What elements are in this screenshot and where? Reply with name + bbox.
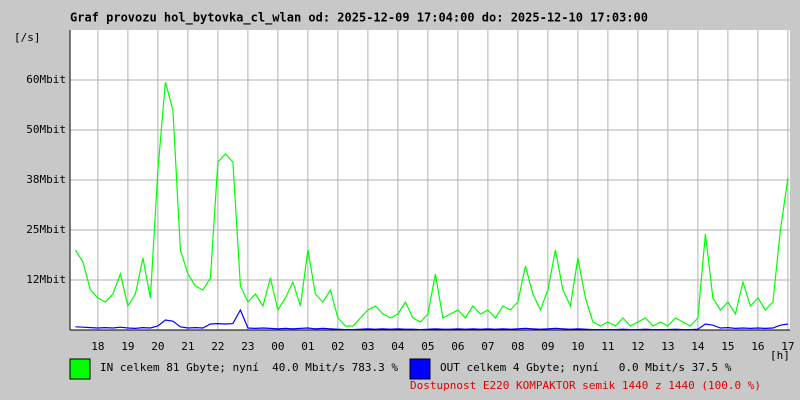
x-tick-label: 17	[781, 340, 794, 353]
x-tick-label: 14	[691, 340, 705, 353]
x-tick-label: 13	[661, 340, 674, 353]
x-axis-label: [h]	[770, 349, 790, 362]
x-tick-label: 08	[511, 340, 524, 353]
x-tick-label: 04	[391, 340, 405, 353]
x-tick-label: 01	[301, 340, 314, 353]
x-tick-label: 19	[121, 340, 134, 353]
x-tick-label: 09	[541, 340, 554, 353]
chart-title: Graf provozu hol_bytovka_cl_wlan od: 202…	[70, 11, 648, 26]
y-tick-label: 60Mbit	[26, 73, 66, 86]
x-tick-label: 11	[601, 340, 614, 353]
y-tick-label: 38Mbit	[26, 173, 66, 186]
x-tick-label: 16	[751, 340, 764, 353]
x-tick-label: 21	[181, 340, 194, 353]
series-line	[75, 308, 788, 331]
x-tick-label: 10	[571, 340, 584, 353]
x-tick-label: 07	[481, 340, 494, 353]
x-tick-label: 20	[151, 340, 164, 353]
x-tick-label: 05	[421, 340, 434, 353]
x-tick-label: 18	[91, 340, 104, 353]
legend-swatch	[69, 358, 91, 380]
x-tick-label: 06	[451, 340, 464, 353]
y-tick-label: 12Mbit	[26, 273, 66, 286]
y-tick-label: 25Mbit	[26, 223, 66, 236]
x-tick-label: 02	[331, 340, 344, 353]
y-tick-label: 50Mbit	[26, 123, 66, 136]
availability-note: Dostupnost E220 KOMPAKTOR semik 1440 z 1…	[410, 379, 761, 392]
legend-label: IN celkem 81 Gbyte; nyní 40.0 Mbit/s 783…	[100, 361, 398, 374]
x-tick-label: 22	[211, 340, 224, 353]
x-tick-label: 15	[721, 340, 734, 353]
legend-label: OUT celkem 4 Gbyte; nyní 0.0 Mbit/s 37.5…	[440, 361, 732, 374]
x-tick-label: 03	[361, 340, 374, 353]
x-tick-label: 12	[631, 340, 644, 353]
legend-swatch	[409, 358, 431, 380]
y-axis-label: [/s]	[14, 31, 41, 44]
x-tick-label: 00	[271, 340, 284, 353]
x-tick-label: 23	[241, 340, 254, 353]
series-line	[74, 81, 789, 327]
